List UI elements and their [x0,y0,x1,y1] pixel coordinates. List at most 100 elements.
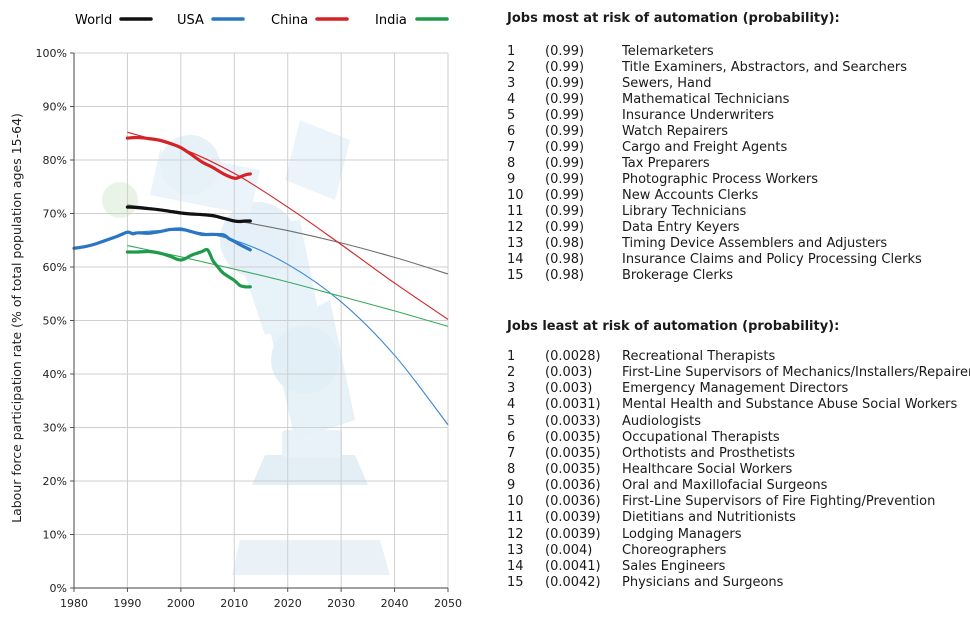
india-trend-line [127,245,449,327]
robot-arm-background [102,120,390,575]
least-at-risk-prob: (0.0035) [545,445,601,461]
least-at-risk-rank: 9 [507,478,516,494]
most-at-risk-prob: (0.99) [545,92,585,107]
y-axis-title: Labour force participation rate (% of to… [9,113,24,523]
least-at-risk-rank: 10 [507,494,524,510]
labour-participation-chart: 0% 10% 20% 30% 40% 50% 60% 70% 80% 90% 100% 1980 199… [9,13,462,610]
most-at-risk-prob: (0.99) [545,60,585,75]
most-at-risk-rank: 11 [507,204,524,219]
china-series-line [125,135,252,180]
most-at-risk-job: Brokerage Clerks [622,268,734,283]
x-tick-label: 2010 [220,597,248,610]
most-at-risk-job: Sewers, Hand [622,76,712,91]
most-at-risk-rank: 14 [507,252,524,267]
least-at-risk-prob: (0.0039) [545,526,601,542]
y-tick-label: 90% [43,101,67,114]
legend-label-world: World [75,13,112,28]
least-at-risk-job: Emergency Management Directors [622,381,849,397]
y-tick-label: 50% [43,315,67,328]
least-at-risk-prob: (0.0039) [545,510,601,526]
most-at-risk-job: Library Technicians [622,204,747,219]
most-at-risk-job: Photographic Process Workers [622,172,819,187]
most-at-risk-job: Title Examiners, Abstractors, and Search… [622,60,908,75]
most-at-risk-job: Watch Repairers [622,124,729,139]
most-at-risk-prob: (0.99) [545,44,585,59]
least-at-risk-prob: (0.0036) [545,494,601,510]
most-at-risk-job: New Accounts Clerks [622,188,759,203]
least-at-risk-rank: 3 [507,381,516,397]
least-at-risk-prob: (0.0042) [545,574,601,590]
legend-label-china: China [271,13,308,28]
x-tick-label: 1980 [60,597,88,610]
least-at-risk-job: Lodging Managers [622,526,742,542]
most-at-risk-job: Timing Device Assemblers and Adjusters [622,236,888,251]
least-at-risk-job: Oral and Maxillofacial Surgeons [622,478,828,494]
least-at-risk-job: First-Line Supervisors of Fire Fighting/… [622,494,936,510]
x-tick-label: 2050 [434,597,462,610]
most-at-risk-title: Jobs most at risk of automation (probabi… [507,11,840,26]
least-at-risk-rank: 14 [507,558,524,574]
least-at-risk-job: Orthotists and Prosthetists [622,445,796,461]
least-at-risk-job: First-Line Supervisors of Mechanics/Inst… [622,365,970,381]
least-at-risk-rank: 12 [507,526,524,542]
least-at-risk-prob: (0.003) [545,381,593,397]
most-at-risk-rank: 1 [507,44,516,59]
least-at-risk-rank: 4 [507,397,516,413]
x-tick-label: 2020 [274,597,302,610]
most-at-risk-rank: 7 [507,140,516,155]
legend-label-india: India [375,13,407,28]
most-at-risk-prob: (0.99) [545,124,585,139]
least-at-risk-job: Choreographers [622,542,727,558]
least-at-risk-job: Healthcare Social Workers [622,461,793,477]
most-at-risk-job: Insurance Claims and Policy Processing C… [622,252,922,267]
most-at-risk-job: Telemarketers [622,44,714,59]
most-at-risk-rank: 8 [507,156,516,171]
least-at-risk-job: Mental Health and Substance Abuse Social… [622,397,958,413]
y-tick-label: 10% [43,529,67,542]
most-at-risk-rank: 5 [507,108,516,123]
least-at-risk-job: Recreational Therapists [622,349,776,364]
most-at-risk-rank: 6 [507,124,516,139]
most-at-risk-prob: (0.99) [545,108,585,123]
least-at-risk-rank: 8 [507,461,516,477]
most-at-risk-rank: 9 [507,172,516,187]
least-at-risk-prob: (0.0035) [545,461,601,477]
y-tick-label: 0% [50,582,67,595]
most-at-risk-prob: (0.98) [545,268,585,283]
least-at-risk-prob: (0.0035) [545,429,601,445]
most-at-risk-job: Mathematical Technicians [622,92,790,107]
india-series-line [125,247,252,289]
least-at-risk-prob: (0.004) [545,542,593,558]
y-tick-label: 100% [36,47,67,60]
most-at-risk-job: Tax Preparers [622,156,710,171]
least-at-risk-rank: 1 [507,349,516,364]
most-at-risk-prob: (0.99) [545,140,585,155]
usa-series-line [72,227,252,252]
least-at-risk-rank: 6 [507,429,516,445]
world-series-line [125,205,252,224]
most-at-risk-job: Data Entry Keyers [622,220,740,235]
x-tick-label: 1990 [113,597,141,610]
least-at-risk-rank: 5 [507,413,516,429]
legend-label-usa: USA [177,13,204,28]
least-at-risk-prob: (0.003) [545,365,593,381]
most-at-risk-prob: (0.99) [545,156,585,171]
most-at-risk-prob: (0.98) [545,252,585,267]
least-at-risk-prob: (0.0033) [545,413,601,429]
y-tick-label: 80% [43,154,67,167]
least-at-risk-prob: (0.0036) [545,478,601,494]
most-at-risk-rank: 12 [507,220,524,235]
least-at-risk-rank: 13 [507,542,524,558]
least-at-risk-rank: 11 [507,510,524,526]
most-at-risk-prob: (0.99) [545,220,585,235]
most-at-risk-job: Cargo and Freight Agents [622,140,788,155]
y-tick-label: 40% [43,368,67,381]
x-tick-label: 2040 [381,597,409,610]
most-at-risk-prob: (0.99) [545,172,585,187]
most-at-risk-rank: 13 [507,236,524,251]
least-at-risk-rank: 7 [507,445,516,461]
y-tick-label: 30% [43,422,67,435]
most-at-risk-rank: 2 [507,60,516,75]
most-at-risk-prob: (0.99) [545,76,585,91]
least-at-risk-job: Audiologists [622,413,702,429]
